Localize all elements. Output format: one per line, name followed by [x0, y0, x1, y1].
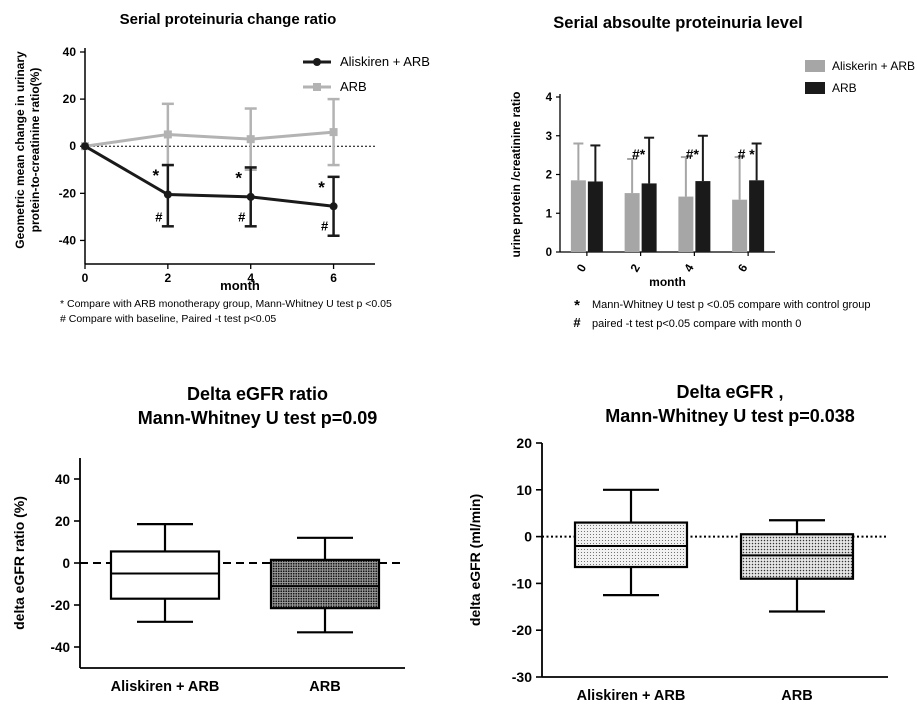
- y-tick-label: 1: [546, 208, 553, 220]
- significance-marker: #*: [686, 146, 700, 162]
- y-tick-label: -30: [512, 669, 532, 685]
- footnote: Mann-Whitney U test p <0.05 compare with…: [592, 299, 871, 311]
- bar: [749, 180, 765, 252]
- x-tick-label: 6: [330, 271, 337, 285]
- y-axis-label: delta eGFR (ml/min): [467, 494, 483, 626]
- box: [269, 558, 381, 610]
- chart-title: Delta eGFR ,: [676, 382, 783, 402]
- y-tick-label: 0: [62, 556, 70, 571]
- chart-title: Delta eGFR ratio: [187, 384, 328, 404]
- legend-swatch: [805, 60, 825, 72]
- data-point: [81, 142, 89, 151]
- legend-swatch: [805, 82, 825, 94]
- x-tick-label: ARB: [781, 688, 812, 703]
- y-tick-label: -40: [50, 640, 70, 655]
- x-tick-label: Aliskiren + ARB: [577, 688, 686, 703]
- significance-marker: *: [235, 168, 242, 187]
- significance-marker: #*: [632, 146, 646, 162]
- footnote: paired -t test p<0.05 compare with month…: [592, 318, 801, 330]
- chart-title: Serial proteinuria change ratio: [120, 11, 337, 28]
- y-tick-label: 3: [546, 131, 552, 143]
- box: [109, 550, 221, 600]
- y-axis-label-line: Geometric mean change in urinary: [13, 51, 27, 249]
- significance-marker: #: [321, 219, 329, 234]
- legend-label: ARB: [832, 81, 857, 95]
- legend-label: Aliskiren + ARB: [340, 54, 430, 69]
- bar: [624, 193, 640, 252]
- absolute-proteinuria-chart: Serial absoulte proteinuria level urine p…: [509, 14, 915, 330]
- significance-marker: # *: [738, 146, 756, 162]
- y-axis-label: urine protein /creatinine ratio: [509, 91, 523, 257]
- delta-egfr-ratio-chart: Delta eGFR ratio Mann-Whitney U test p=0.…: [11, 384, 405, 695]
- x-tick-label: ARB: [309, 679, 340, 695]
- footnote: * Compare with ARB monotherapy group, Ma…: [60, 298, 392, 310]
- chart-subtitle: Mann-Whitney U test p=0.09: [138, 408, 378, 428]
- y-tick-label: -40: [59, 233, 77, 247]
- y-axis-label: Geometric mean change in urinaryprotein-…: [13, 51, 42, 249]
- significance-marker: *: [153, 166, 160, 185]
- box: [573, 521, 689, 569]
- data-point: [163, 130, 172, 139]
- x-tick-label: 0: [574, 261, 590, 274]
- y-axis-label-line: protein-to-creatinine ratio(%): [28, 68, 42, 233]
- legend-label: ARB: [340, 79, 367, 94]
- x-tick-label: 4: [681, 261, 697, 274]
- bar: [587, 181, 603, 252]
- bar: [695, 181, 711, 252]
- y-axis-label: delta eGFR ratio (%): [11, 496, 27, 630]
- x-tick-label: Aliskiren + ARB: [111, 679, 220, 695]
- y-tick-label: 40: [55, 472, 70, 487]
- legend-marker: [313, 83, 321, 91]
- chart-subtitle: Mann-Whitney U test p=0.038: [605, 406, 855, 426]
- y-tick-label: -10: [512, 575, 532, 591]
- bar: [570, 180, 586, 252]
- y-tick-label: 0: [546, 247, 552, 259]
- data-point: [329, 128, 338, 137]
- x-tick-label: 2: [165, 271, 172, 285]
- y-tick-label: 20: [516, 435, 532, 451]
- x-tick-label: 4: [247, 271, 254, 285]
- y-tick-label: 2: [546, 170, 552, 182]
- series-line: [84, 144, 334, 208]
- x-axis-label: month: [649, 275, 686, 289]
- bar: [732, 199, 748, 252]
- footnote-symbol: #: [573, 315, 581, 330]
- legend-label: Aliskerin + ARB: [832, 59, 915, 73]
- x-tick-label: 6: [735, 261, 751, 274]
- y-tick-label: -20: [50, 598, 70, 613]
- significance-marker: #: [238, 209, 246, 224]
- y-tick-label: -20: [59, 186, 77, 200]
- bar: [678, 196, 694, 252]
- delta-egfr-chart: Delta eGFR , Mann-Whitney U test p=0.038 d…: [467, 382, 888, 704]
- legend-marker: [313, 58, 321, 66]
- bar: [641, 183, 657, 252]
- chart-title: Serial absoulte proteinuria level: [553, 14, 802, 32]
- y-tick-label: 20: [55, 514, 70, 529]
- absolute-proteinuria-panel: Serial absoulte proteinuria level urine p…: [460, 0, 917, 340]
- data-point: [246, 192, 255, 201]
- x-tick-label: 2: [627, 261, 643, 274]
- data-point: [329, 202, 338, 211]
- footnote: # Compare with baseline, Paired -t test …: [60, 313, 276, 325]
- y-tick-label: 40: [63, 45, 77, 59]
- box: [739, 533, 855, 580]
- footnote-symbol: *: [574, 297, 580, 314]
- y-tick-label: 0: [69, 139, 76, 153]
- y-tick-label: 4: [546, 92, 553, 104]
- y-tick-label: -20: [512, 622, 532, 638]
- x-tick-label: 0: [82, 271, 89, 285]
- data-point: [246, 135, 255, 144]
- series-line: [84, 130, 334, 148]
- data-point: [163, 190, 172, 199]
- y-tick-label: 0: [524, 529, 532, 545]
- y-tick-label: 20: [63, 92, 77, 106]
- delta-egfr-panel: Delta eGFR , Mann-Whitney U test p=0.038 d…: [460, 350, 917, 704]
- y-tick-label: 10: [516, 482, 532, 498]
- proteinuria-change-chart: Serial proteinuria change ratio Geometric…: [13, 11, 430, 325]
- x-axis-label: month: [220, 278, 260, 293]
- delta-egfr-ratio-panel: Delta eGFR ratio Mann-Whitney U test p=0.…: [0, 350, 450, 703]
- proteinuria-change-panel: Serial proteinuria change ratio Geometric…: [0, 0, 450, 340]
- significance-marker: *: [318, 178, 325, 197]
- significance-marker: #: [155, 209, 163, 224]
